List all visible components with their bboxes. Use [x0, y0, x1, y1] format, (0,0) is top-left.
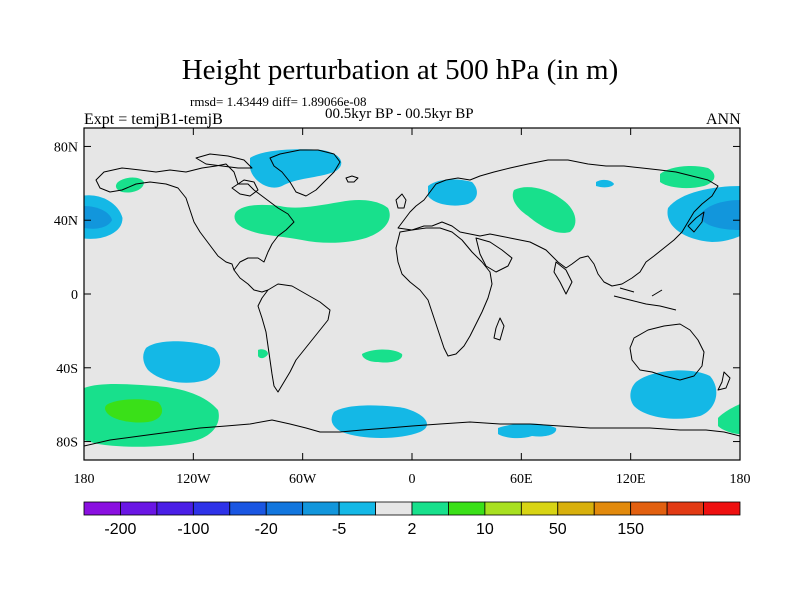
lon-tick-label: 120W [176, 472, 211, 487]
coastline-eurasia [397, 159, 719, 287]
coastline-hudson-bay [231, 179, 259, 197]
colorbar-label: 2 [408, 521, 417, 538]
colorbar-label: 10 [476, 521, 494, 538]
colorbar-label: 50 [549, 521, 567, 538]
coastline-britain [395, 193, 407, 209]
coastline-new-zealand [717, 371, 731, 391]
coastlines [84, 149, 740, 447]
stats-text: rmsd= 1.43449 diff= 1.89066e-08 [190, 94, 367, 109]
lon-tick-label: 60W [289, 472, 317, 487]
lat-tick-label: 80S [56, 436, 78, 451]
plot-title: Height perturbation at 500 hPa (in m) [181, 54, 619, 86]
neg-anomaly-siberia-small [596, 179, 614, 188]
colorbar-swatch [520, 501, 559, 516]
neg-anomaly-north-pacific-west-core [84, 206, 112, 229]
axis-ticks: 80N 40N 0 40S 80S 180 120W 60W 0 60E 120E 180 [54, 128, 751, 487]
colorbar-label: 150 [617, 521, 644, 538]
map-panel: 80N 40N 0 40S 80S 180 120W 60W 0 60E 120E 180 [54, 127, 751, 487]
coastline-north-america [95, 163, 295, 271]
lon-tick-label: 60E [510, 472, 533, 487]
coastline-arctic-islands [195, 153, 253, 169]
neg-anomaly-southern-ocean-indian [498, 423, 557, 439]
coastline-central-america [233, 269, 269, 293]
pos-anomaly-north-atlantic [234, 200, 390, 243]
pos-anomaly-ross-sea [718, 404, 740, 434]
neg-anomaly-south-atlantic [331, 405, 427, 438]
colorbar: -200 -100 -20 -5 2 10 50 150 [83, 501, 741, 538]
coastline-india [553, 261, 573, 295]
pos-anomaly-alaska [115, 177, 144, 193]
neg-anomaly-south-pacific [143, 341, 221, 383]
coastline-madagascar [493, 317, 505, 341]
colorbar-swatch [229, 501, 267, 516]
coastline-australia [629, 323, 705, 381]
coastline-japan [687, 211, 705, 233]
neg-anomaly-north-pacific-east-core [700, 200, 740, 230]
experiment-label: Expt = temjB1-temjB [84, 111, 223, 128]
colorbar-swatch [411, 501, 449, 516]
colorbar-swatch [448, 501, 486, 516]
colorbar-swatch [630, 501, 668, 516]
pos-anomaly-central-asia [512, 187, 576, 233]
anomaly-contours [84, 149, 740, 447]
coastline-greenland [269, 149, 341, 197]
period-text: 00.5kyr BP - 00.5kyr BP [325, 106, 474, 122]
colorbar-swatch [120, 501, 158, 516]
coastline-africa [395, 227, 493, 357]
colorbar-swatch [375, 501, 413, 516]
lat-tick-label: 40S [56, 362, 78, 377]
colorbar-label: -5 [332, 521, 346, 538]
neg-anomaly-south-australia [630, 370, 717, 419]
neg-anomaly-greenland [250, 149, 342, 188]
colorbar-label: -20 [255, 521, 278, 538]
lon-tick-label: 180 [74, 472, 95, 487]
lon-tick-label: 120E [616, 472, 646, 487]
lat-tick-label: 40N [54, 214, 78, 229]
coastline-antarctica [84, 419, 740, 447]
colorbar-swatch [302, 501, 340, 516]
colorbar-swatch [192, 501, 231, 516]
coastline-arabia [475, 237, 513, 273]
lon-tick-label: 0 [409, 472, 416, 487]
colorbar-label: -200 [104, 521, 136, 538]
colorbar-swatch [484, 501, 522, 516]
pos-anomaly-south-pacific-core [105, 399, 163, 423]
colorbar-swatch [666, 501, 704, 516]
colorbar-swatch [338, 501, 376, 516]
lon-tick-label: 180 [730, 472, 751, 487]
season-label: ANN [706, 111, 741, 128]
lat-tick-label: 0 [71, 288, 78, 303]
colorbar-swatch [703, 501, 741, 516]
coastline-south-america [257, 283, 331, 393]
pos-anomaly-south-america-small [258, 349, 268, 359]
coastline-indonesia [613, 287, 677, 311]
colorbar-swatch [593, 501, 632, 516]
colorbar-swatch [83, 501, 121, 516]
colorbar-swatch [156, 501, 194, 516]
neg-anomaly-scandinavia [428, 179, 477, 206]
coastline-iceland [345, 175, 359, 183]
pos-anomaly-south-atlantic-small [362, 349, 403, 363]
colorbar-swatch [265, 501, 304, 516]
colorbar-swatch [557, 501, 595, 516]
lat-tick-label: 80N [54, 140, 78, 155]
colorbar-label: -100 [177, 521, 209, 538]
